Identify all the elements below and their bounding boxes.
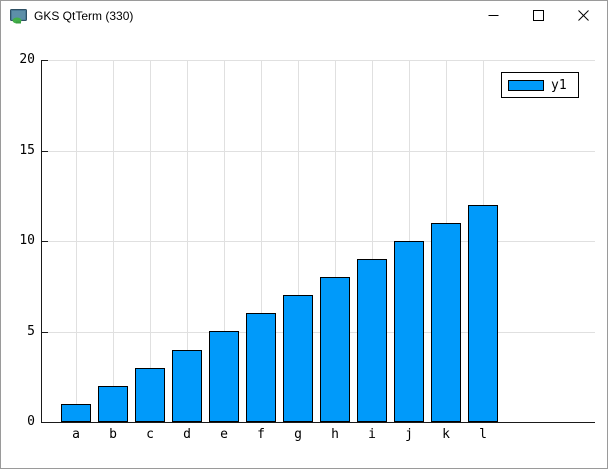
x-tick-label: e bbox=[220, 427, 228, 442]
x-tick-label: g bbox=[294, 427, 302, 442]
minimize-icon bbox=[488, 15, 499, 16]
x-tick-label: k bbox=[442, 427, 450, 442]
bar-e bbox=[209, 331, 239, 422]
y-tick bbox=[42, 331, 48, 333]
y-tick-label: 0 bbox=[27, 414, 35, 429]
bar-i bbox=[357, 259, 387, 422]
x-tick-label: h bbox=[331, 427, 339, 442]
legend-swatch bbox=[508, 80, 544, 91]
bar-g bbox=[283, 295, 313, 422]
bar-d bbox=[172, 350, 202, 422]
x-tick-label: a bbox=[72, 427, 80, 442]
x-axis-line bbox=[41, 422, 595, 423]
bar-a bbox=[61, 404, 91, 422]
bar-h bbox=[320, 277, 350, 422]
bar-l bbox=[468, 205, 498, 422]
y-tick bbox=[42, 241, 48, 242]
window-controls bbox=[471, 1, 606, 31]
y-tick bbox=[42, 150, 48, 152]
maximize-icon bbox=[533, 10, 544, 21]
bar-f bbox=[246, 313, 276, 422]
minimize-button[interactable] bbox=[471, 1, 516, 30]
bar-c bbox=[135, 368, 165, 422]
y-tick-label: 5 bbox=[27, 323, 35, 339]
y-tick-label: 15 bbox=[19, 142, 35, 158]
y-tick-label: 20 bbox=[19, 52, 35, 67]
gridline-h bbox=[42, 241, 595, 242]
y-tick bbox=[42, 60, 48, 61]
close-icon bbox=[578, 10, 589, 21]
maximize-button[interactable] bbox=[516, 1, 561, 30]
x-tick-label: c bbox=[146, 427, 154, 442]
legend-label: y1 bbox=[551, 78, 567, 93]
gridline-h bbox=[42, 331, 595, 333]
x-tick-label: f bbox=[257, 427, 265, 442]
window-title: GKS QtTerm (330) bbox=[34, 9, 134, 23]
bar-j bbox=[394, 241, 424, 422]
x-tick-label: j bbox=[405, 427, 413, 442]
x-tick-label: i bbox=[368, 427, 376, 442]
app-icon bbox=[10, 8, 27, 23]
legend-box: y1 bbox=[501, 72, 579, 98]
x-tick-label: b bbox=[109, 427, 117, 442]
bar-b bbox=[98, 386, 128, 422]
x-tick-label: d bbox=[183, 427, 191, 442]
gridline-h bbox=[42, 60, 595, 61]
bar-chart: y1 0 5 10 15 20 a b c d e f g h i j k l bbox=[1, 31, 607, 468]
gridline-h bbox=[42, 150, 595, 152]
y-axis-line bbox=[41, 60, 42, 423]
y-tick bbox=[42, 422, 48, 423]
bar-k bbox=[431, 223, 461, 422]
close-button[interactable] bbox=[561, 1, 606, 30]
y-tick-label: 10 bbox=[19, 233, 35, 248]
titlebar[interactable]: GKS QtTerm (330) bbox=[1, 1, 607, 31]
x-tick-label: l bbox=[479, 427, 487, 442]
